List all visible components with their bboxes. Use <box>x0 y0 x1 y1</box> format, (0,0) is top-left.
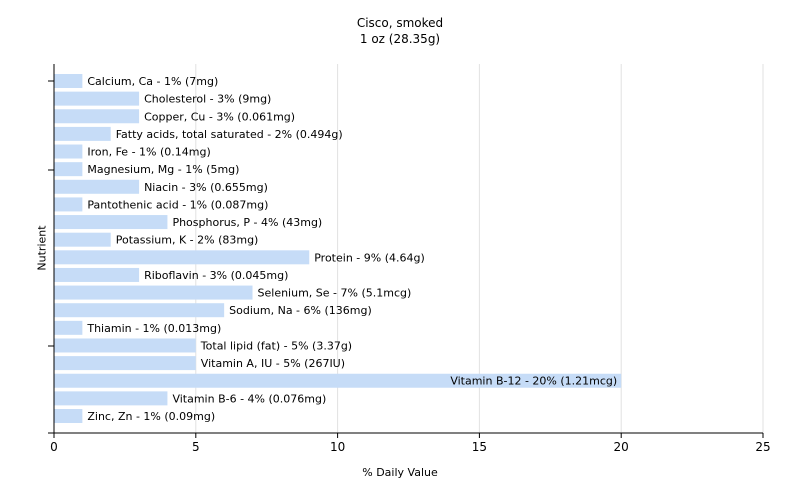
bar <box>54 74 83 88</box>
x-tick-label: 10 <box>330 440 345 454</box>
bar <box>54 356 196 371</box>
bar <box>54 338 196 353</box>
bar <box>54 144 83 159</box>
data-label: Niacin - 3% (0.655mg) <box>144 181 268 194</box>
bar <box>54 215 168 230</box>
bar <box>54 91 140 106</box>
data-label: Iron, Fe - 1% (0.14mg) <box>87 146 210 159</box>
bar <box>54 232 111 247</box>
data-label: Selenium, Se - 7% (5.1mcg) <box>258 287 412 300</box>
bar <box>54 126 111 141</box>
x-tick-label: 25 <box>755 440 770 454</box>
y-axis-label: Nutrient <box>35 225 49 271</box>
data-label: Calcium, Ca - 1% (7mg) <box>87 75 218 88</box>
data-label: Riboflavin - 3% (0.045mg) <box>144 269 288 282</box>
x-axis-label: % Daily Value <box>362 466 438 479</box>
bar <box>54 285 253 300</box>
data-label: Thiamin - 1% (0.013mg) <box>86 322 221 335</box>
bar <box>54 409 83 423</box>
data-label: Magnesium, Mg - 1% (5mg) <box>87 163 239 176</box>
data-label: Pantothenic acid - 1% (0.087mg) <box>87 198 268 211</box>
bar <box>54 250 310 265</box>
data-label: Phosphorus, P - 4% (43mg) <box>172 216 322 229</box>
chart-subtitle: 1 oz (28.35g) <box>359 32 441 46</box>
data-label: Zinc, Zn - 1% (0.09mg) <box>87 410 215 423</box>
data-label: Sodium, Na - 6% (136mg) <box>229 304 372 317</box>
data-label: Total lipid (fat) - 5% (3.37g) <box>200 339 352 352</box>
bar <box>54 267 140 282</box>
x-tick-label: 15 <box>472 440 487 454</box>
bar <box>54 197 83 212</box>
x-tick-label: 0 <box>50 440 58 454</box>
bar <box>54 109 140 124</box>
data-label: Copper, Cu - 3% (0.061mg) <box>144 110 295 123</box>
bar <box>54 391 168 406</box>
data-label: Cholesterol - 3% (9mg) <box>144 93 271 106</box>
data-label: Fatty acids, total saturated - 2% (0.494… <box>116 128 343 141</box>
bar <box>54 373 622 388</box>
bar <box>54 179 140 194</box>
bar <box>54 162 83 177</box>
data-label: Vitamin A, IU - 5% (267IU) <box>201 357 345 370</box>
data-label: Protein - 9% (4.64g) <box>314 251 425 264</box>
data-label: Vitamin B-6 - 4% (0.076mg) <box>172 392 326 405</box>
data-label: Vitamin B-12 - 20% (1.21mcg) <box>450 375 617 388</box>
chart-title: Cisco, smoked <box>356 16 444 30</box>
bar <box>54 320 83 335</box>
x-tick-label: 5 <box>192 440 200 454</box>
data-label: Potassium, K - 2% (83mg) <box>116 234 259 247</box>
bar <box>54 303 225 318</box>
x-tick-label: 20 <box>614 440 629 454</box>
